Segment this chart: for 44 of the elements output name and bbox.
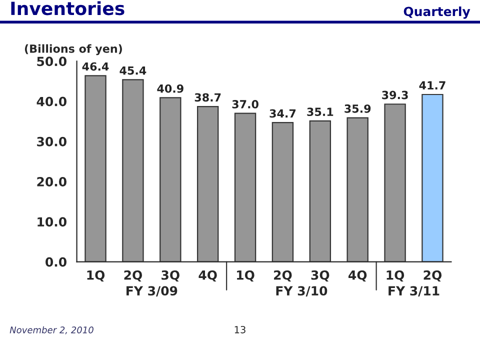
bar [309, 120, 332, 262]
y-tick-label: 50.0 [37, 56, 66, 66]
bar [160, 97, 182, 262]
text: 13 [234, 326, 246, 334]
y-tick-label: 10.0 [38, 217, 66, 227]
data-label: 40.9 [157, 84, 184, 93]
text: FY 3/11 [388, 286, 440, 297]
data-label: 35.9 [344, 104, 371, 113]
bar [122, 79, 144, 262]
x-tick-label: 2Q [274, 270, 292, 282]
bar [84, 75, 106, 262]
chart-subtitle: Quarterly [404, 6, 470, 19]
bar [234, 112, 256, 262]
text: FY 3/09 [126, 286, 178, 297]
data-label: 38.7 [194, 93, 221, 102]
bar [272, 122, 294, 262]
data-label: 37.0 [232, 100, 258, 108]
x-tick-label: 1Q [237, 270, 254, 282]
x-tick-label: 1Q [386, 270, 404, 282]
x-tick-label: 3Q [311, 270, 330, 282]
y-axis-title: (Billions of yen) [24, 44, 122, 56]
y-tick-label: 0.0 [46, 257, 66, 267]
x-tick-label: 2Q [124, 270, 142, 282]
data-label: 34.7 [270, 109, 296, 118]
x-tick-label: 1Q [87, 270, 105, 282]
x-tick-label: 4Q [348, 270, 367, 282]
bar [422, 94, 444, 262]
text: FY 3/10 [276, 286, 328, 297]
x-tick-label: 4Q [198, 270, 217, 282]
data-label: 39.3 [382, 90, 408, 100]
data-label: 35.1 [307, 108, 334, 116]
x-tick-label: 2Q [424, 270, 442, 282]
bar [384, 104, 406, 262]
text: November 2, 2010 [10, 326, 94, 334]
bar [196, 106, 219, 262]
y-tick-label: 30.0 [37, 136, 66, 146]
bar [346, 117, 368, 262]
y-tick-label: 40.0 [36, 96, 66, 106]
data-label: 41.7 [419, 81, 446, 90]
y-tick-label: 20.0 [37, 177, 66, 186]
data-label: 46.4 [82, 62, 109, 71]
data-label: 45.4 [120, 66, 146, 75]
x-tick-label: 3Q [162, 270, 180, 282]
chart-title: Inventories [11, 1, 124, 16]
